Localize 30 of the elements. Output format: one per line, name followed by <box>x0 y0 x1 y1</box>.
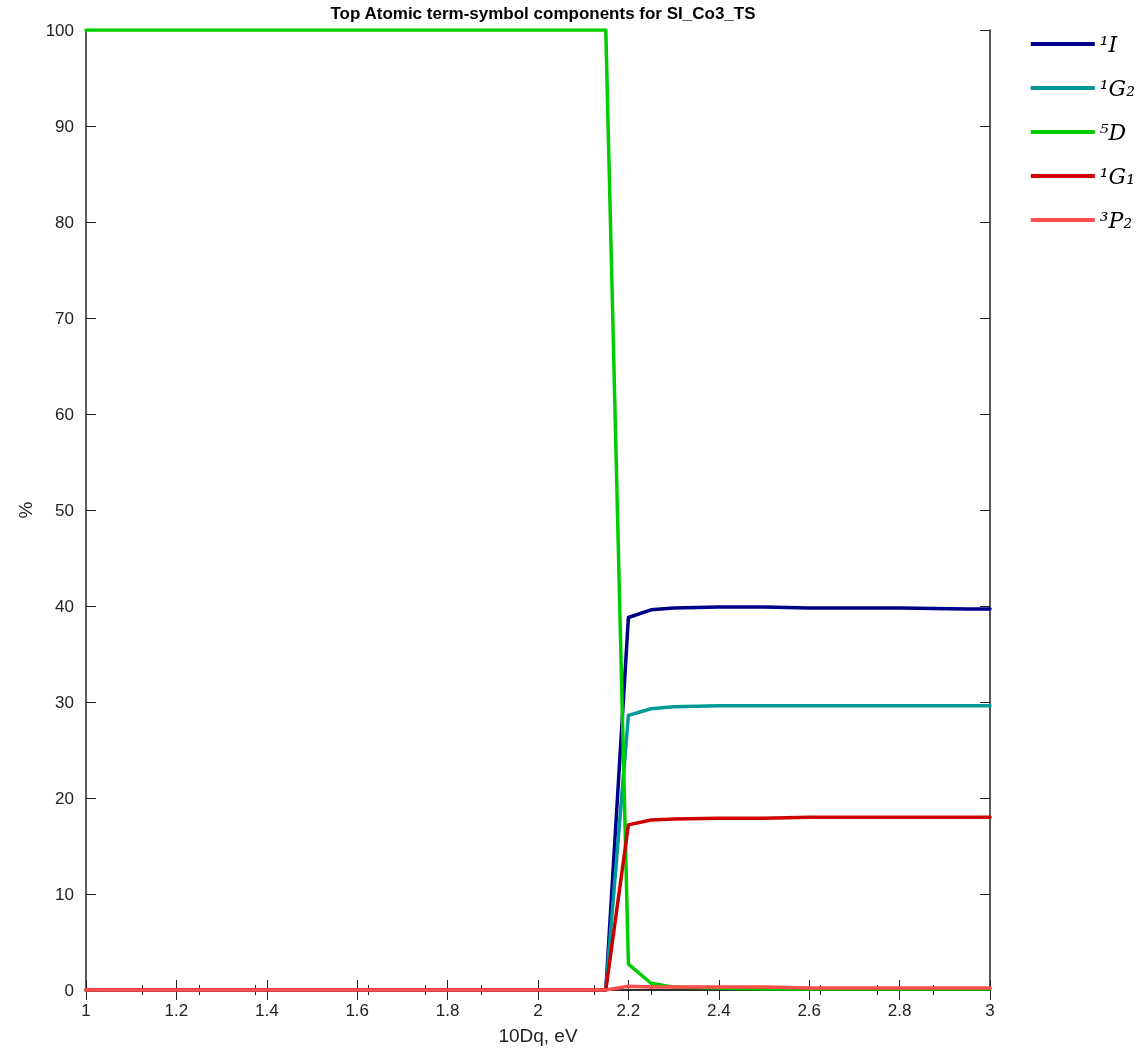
x-tick-label: 2.6 <box>797 1001 822 1020</box>
x-tick-label: 2.8 <box>887 1001 912 1020</box>
y-tick-label: 20 <box>55 788 74 808</box>
x-axis-title: 10Dq, eV <box>498 1025 578 1046</box>
legend-label: ¹G₂ <box>1099 75 1136 101</box>
y-tick-label: 50 <box>55 500 74 520</box>
x-tick-label: 1.6 <box>345 1001 370 1020</box>
y-tick-label: 90 <box>55 116 74 136</box>
legend-label: ¹G₁ <box>1099 163 1136 189</box>
y-tick-label: 60 <box>55 404 74 424</box>
chart-title: Top Atomic term-symbol components for SI_Co3_TS <box>330 4 756 23</box>
y-tick-label: 100 <box>45 20 74 40</box>
legend-label: ⁵D <box>1099 119 1127 145</box>
x-tick-label: 2.4 <box>706 1001 731 1020</box>
x-tick-label: 1.4 <box>254 1001 279 1020</box>
y-axis-title: % <box>14 501 36 519</box>
y-tick-label: 70 <box>55 308 74 328</box>
x-tick-label: 3 <box>985 1001 995 1020</box>
x-tick-label: 1.2 <box>164 1001 189 1020</box>
x-tick-label: 2 <box>533 1001 543 1020</box>
y-tick-label: 40 <box>55 596 74 616</box>
legend-label: ¹I <box>1099 31 1119 57</box>
y-tick-label: 30 <box>55 692 74 712</box>
y-tick-label: 0 <box>64 980 74 1000</box>
y-tick-label: 10 <box>55 884 74 904</box>
legend-label: ³P₂ <box>1099 207 1133 233</box>
x-tick-label: 2.2 <box>616 1001 641 1020</box>
x-tick-label: 1 <box>81 1001 91 1020</box>
x-tick-label: 1.8 <box>435 1001 460 1020</box>
y-tick-label: 80 <box>55 212 74 232</box>
